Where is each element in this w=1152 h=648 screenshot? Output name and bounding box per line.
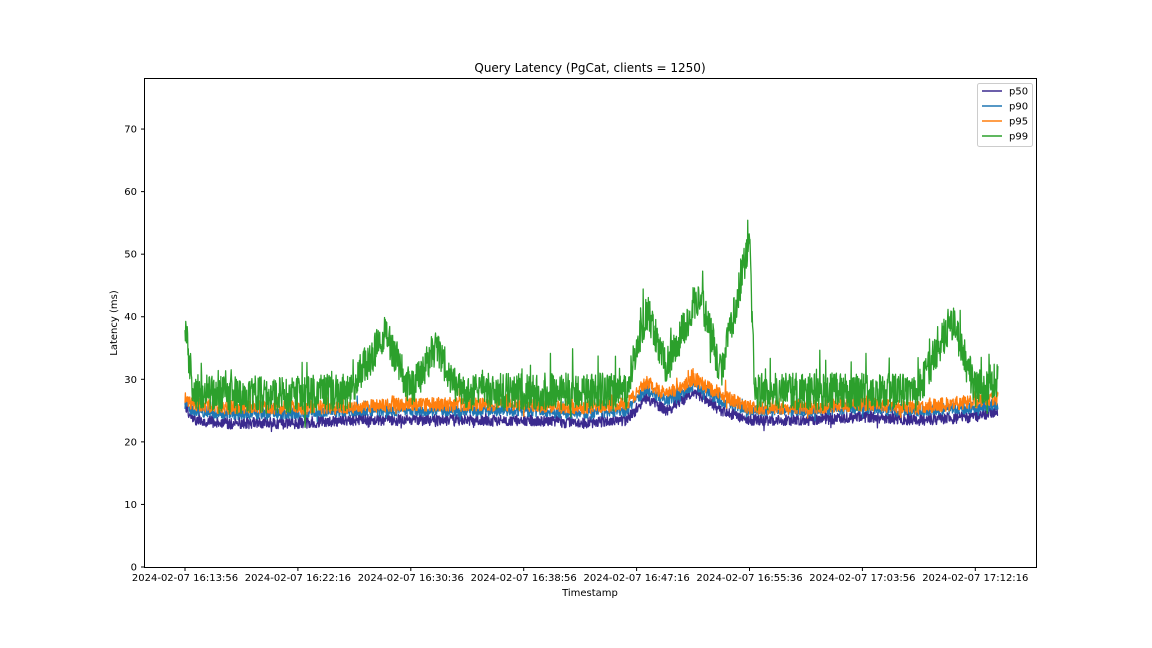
legend-label-p99: p99: [1009, 132, 1028, 143]
x-tick-label: 2024-02-07 16:47:16: [583, 573, 689, 584]
y-tick-label: 0: [131, 563, 137, 574]
x-tick-label: 2024-02-07 16:22:16: [245, 573, 351, 584]
legend: p50 p90 p95 p99: [977, 83, 1033, 147]
plot-frame: [144, 78, 1037, 568]
y-tick-label: 70: [124, 125, 137, 136]
series-line-p90: [184, 376, 999, 423]
legend-label-p50: p50: [1009, 87, 1028, 98]
x-tick-label: 2024-02-07 17:03:56: [809, 573, 915, 584]
y-tick-label: 60: [124, 187, 137, 198]
x-tick-label: 2024-02-07 16:55:36: [696, 573, 802, 584]
chart-title: Query Latency (PgCat, clients = 1250): [474, 61, 705, 75]
legend-label-p95: p95: [1009, 117, 1028, 128]
y-tick-label: 10: [124, 500, 137, 511]
x-axis: 2024-02-07 16:13:56 2024-02-07 16:22:16 20…: [132, 567, 1028, 584]
x-tick-label: 2024-02-07 16:30:36: [358, 573, 464, 584]
x-tick-label: 2024-02-07 17:12:16: [922, 573, 1028, 584]
y-tick-label: 30: [124, 375, 137, 386]
y-tick-label: 20: [124, 437, 137, 448]
legend-label-p90: p90: [1009, 102, 1028, 113]
y-axis: 0 10 20 30 40 50 60 70: [124, 125, 145, 574]
legend-box: [977, 83, 1033, 147]
series-line-p99: [184, 219, 999, 428]
y-tick-label: 50: [124, 250, 137, 261]
series-layer: [184, 219, 999, 433]
x-tick-label: 2024-02-07 16:38:56: [471, 573, 577, 584]
x-tick-label: 2024-02-07 16:13:56: [132, 573, 238, 584]
y-axis-label: Latency (ms): [109, 290, 120, 356]
y-tick-label: 40: [124, 312, 137, 323]
x-axis-label: Timestamp: [561, 588, 618, 599]
